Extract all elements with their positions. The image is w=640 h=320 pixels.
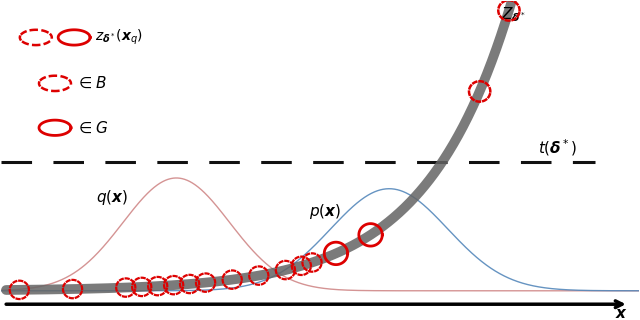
Text: $z_{\boldsymbol{\delta}^*}(\boldsymbol{x}_q)$: $z_{\boldsymbol{\delta}^*}(\boldsymbol{x… [95,28,143,47]
Text: $Z_{\boldsymbol{\delta}^*}$: $Z_{\boldsymbol{\delta}^*}$ [501,5,526,24]
Text: $p(\boldsymbol{x})$: $p(\boldsymbol{x})$ [309,202,342,220]
Text: $\boldsymbol{x}$: $\boldsymbol{x}$ [615,307,628,320]
Text: $q(\boldsymbol{x})$: $q(\boldsymbol{x})$ [97,188,129,207]
Text: $\in B$: $\in B$ [76,76,107,91]
Text: $\in G$: $\in G$ [76,120,108,135]
Text: $t(\boldsymbol{\delta}^*)$: $t(\boldsymbol{\delta}^*)$ [538,138,577,158]
